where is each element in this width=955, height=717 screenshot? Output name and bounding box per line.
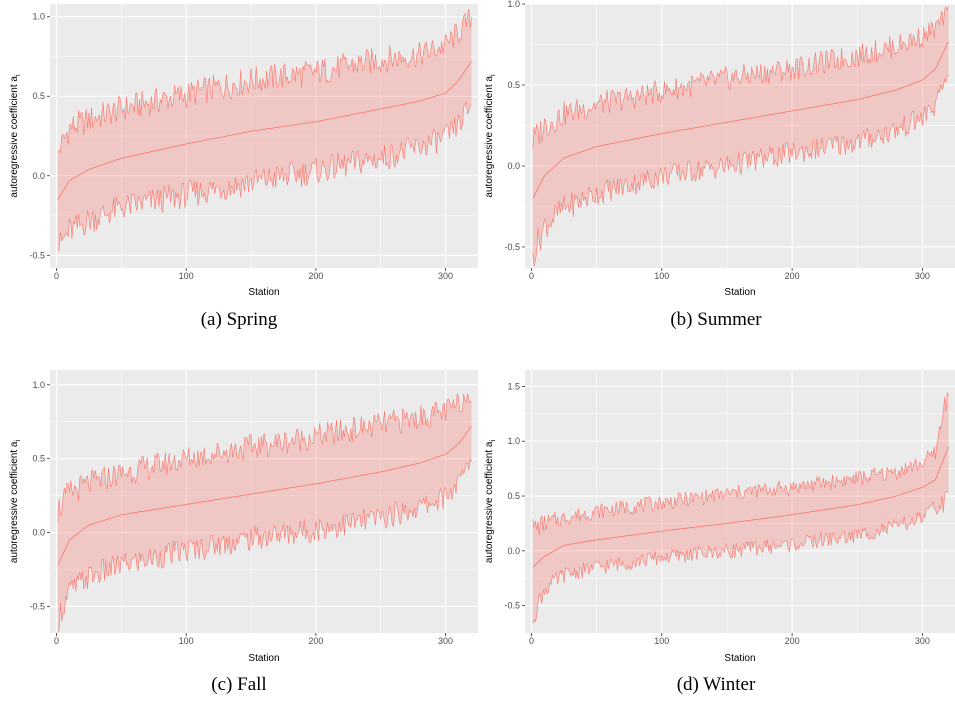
caption-text-c: Fall [237,674,267,695]
y-axis-title-subscript: i [15,74,22,76]
x-tick-label: 300 [915,636,930,646]
chart-panel-b: 0 100 200 300 -0.5 0.0 0.5 1.0 Station autoregres… [477,0,955,355]
x-tick-label: 100 [654,636,669,646]
caption-b: (b) Summer [477,309,955,331]
caption-c: (c) Fall [0,674,478,696]
lower-bound-line [532,490,949,624]
caption-d: (d) Winter [477,674,955,696]
caption-text-d: Winter [703,674,756,695]
x-tick-label: 100 [654,271,669,281]
x-tick-label: 200 [308,636,323,646]
y-tick-label: 0.5 [32,454,45,464]
y-axis-title: autoregressive coefficient ai [484,440,497,564]
y-axis-title-text: autoregressive coefficient a [484,441,495,563]
lower-bound-line [532,75,949,267]
grid-lines [525,370,955,633]
y-tick-label: 1.0 [32,12,45,22]
y-tick-label: 0.5 [507,491,520,501]
x-axis-title: Station [248,287,279,298]
y-axis-title-subscript: i [15,440,22,442]
ribbon-area [57,393,472,633]
caption-label-a: (a) [200,309,222,330]
median-line [57,61,472,200]
y-tick-label: -0.5 [29,250,45,260]
y-tick-label: -0.5 [29,601,45,611]
y-tick-label: 1.0 [32,380,45,390]
x-tick-label: 0 [54,636,59,646]
y-axis-title-subscript: i [490,74,497,76]
x-tick-label: 0 [54,271,59,281]
caption-text-b: Summer [697,309,762,330]
x-axis-title: Station [724,287,755,298]
y-tick-label: 0.0 [32,528,45,538]
y-axis-title-text: autoregressive coefficient a [9,441,20,563]
grid-lines [50,4,478,268]
chart-panel-c: 0 100 200 300 -0.5 0.0 0.5 1.0 Station autoregres… [0,362,478,717]
x-tick-label: 100 [179,636,194,646]
caption-a: (a) Spring [0,309,478,331]
y-tick-label: 1.0 [507,0,520,9]
y-tick-label: -0.5 [504,242,520,252]
y-axis-title-subscript: i [490,440,497,442]
upper-bound-line [57,8,472,154]
y-tick-label: 0.5 [32,91,45,101]
upper-bound-line [532,392,949,536]
chart-svg-c: 0 100 200 300 -0.5 0.0 0.5 1.0 Station autoregres… [9,370,478,664]
y-tick-label: 1.5 [507,381,520,391]
caption-label-b: (b) [670,309,693,330]
chart-svg-a: 0 100 200 300 -0.5 0.0 0.5 1.0 Station autoregres… [9,4,478,298]
y-tick-label: 0.0 [507,546,520,556]
upper-bound-line [532,5,949,149]
median-line [532,41,949,199]
caption-text-a: Spring [226,309,278,330]
ribbon-area [532,6,949,267]
chart-svg-b: 0 100 200 300 -0.5 0.0 0.5 1.0 Station autoregres… [484,0,955,298]
y-axis-title: autoregressive coefficient ai [9,440,22,564]
x-tick-label: 200 [785,636,800,646]
y-tick-label: 0.0 [32,171,45,181]
x-tick-label: 300 [438,636,453,646]
x-tick-label: 200 [785,271,800,281]
chart-svg-d: 0 100 200 300 -0.5 0.0 0.5 1.0 1.5 Station autoreg… [484,370,955,664]
y-tick-label: 0.0 [507,161,520,171]
y-tick-label: 0.5 [507,80,520,90]
x-axis-title: Station [248,653,279,664]
caption-label-c: (c) [211,674,233,695]
ribbon-area [57,9,472,251]
y-axis-title-text: autoregressive coefficient a [484,76,495,198]
upper-bound-line [57,392,472,523]
lower-bound-line [57,101,472,252]
lower-bound-line [57,458,472,633]
x-tick-label: 0 [529,636,534,646]
y-tick-label: 1.0 [507,436,520,446]
x-tick-label: 300 [438,271,453,281]
x-tick-label: 0 [529,271,534,281]
x-tick-label: 300 [915,271,930,281]
y-axis-title-text: autoregressive coefficient a [9,76,20,198]
y-axis-title: autoregressive coefficient ai [484,74,497,198]
chart-panel-d: 0 100 200 300 -0.5 0.0 0.5 1.0 1.5 Station autoreg… [477,362,955,717]
y-axis-title: autoregressive coefficient ai [9,74,22,198]
x-tick-label: 100 [179,271,194,281]
ribbon-area [532,392,949,624]
x-axis-title: Station [724,653,755,664]
y-tick-label: -0.5 [504,601,520,611]
median-line [532,446,949,568]
median-line [57,425,472,566]
x-tick-label: 200 [308,271,323,281]
chart-panel-a: 0 100 200 300 -0.5 0.0 0.5 1.0 Station autoregres… [0,0,478,355]
caption-label-d: (d) [676,674,699,695]
